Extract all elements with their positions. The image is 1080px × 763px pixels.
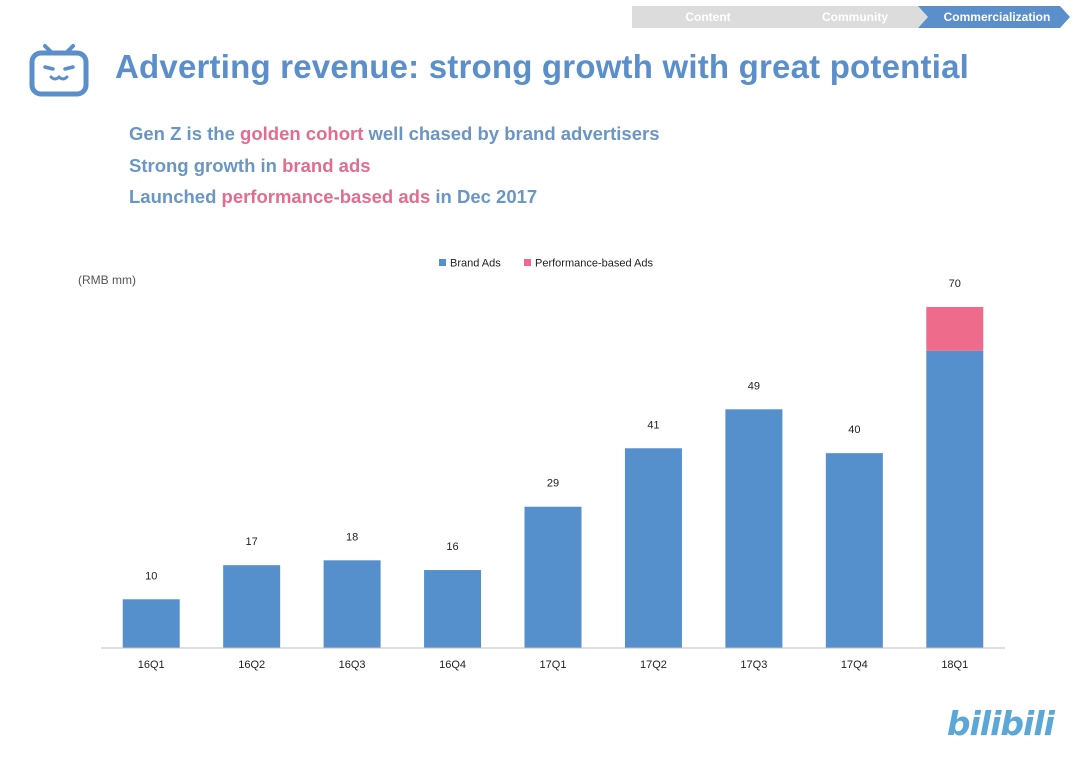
bilibili-logo: bilibili [946,704,1055,743]
bar-brand-ads-17Q3 [725,409,783,648]
bullet-highlight: golden cohort [240,123,364,144]
bar-performance-ads-18Q1 [926,307,984,351]
bullet-item: Strong growth in brand ads [129,154,660,186]
breadcrumb-label: Content [685,10,731,24]
bullet-highlight: brand ads [282,154,371,176]
bar-brand-ads-16Q3 [323,560,381,648]
x-tick-label: 16Q1 [138,659,165,671]
bullet-highlight: performance-based ads [221,186,431,207]
legend-label: Brand Ads [450,258,501,270]
bullet-item: Gen Z is the golden cohort well chased b… [129,122,660,154]
data-label: 18 [346,531,358,543]
x-tick-label: 17Q4 [841,659,868,671]
data-label: 70 [949,278,961,290]
page-title: Adverting revenue: strong growth with gr… [115,48,969,85]
bar-brand-ads-16Q2 [223,565,281,648]
breadcrumb: Content Community Commercialization [632,6,1070,28]
x-tick-label: 16Q4 [439,659,466,671]
x-tick-label: 16Q3 [339,659,366,671]
chart-data-labels: 10 17 18 16 29 41 49 40 70 [145,278,961,582]
data-label: 16 [446,541,458,553]
x-tick-label: 17Q1 [540,659,567,671]
bar-brand-ads-17Q1 [524,506,582,648]
x-tick-label: 16Q2 [238,659,265,671]
breadcrumb-item-community[interactable]: Community [776,6,928,28]
tv-logo-icon [29,44,89,97]
legend-swatch [439,259,446,266]
data-label: 41 [647,419,659,431]
chart-unit-label: (RMB mm) [78,273,136,287]
chart-tick-labels: 16Q1 16Q2 16Q3 16Q4 17Q1 17Q2 17Q3 17Q4 18Q1 [138,659,968,671]
bullet-text: well chased by brand advertisers [363,123,660,144]
bar-brand-ads-18Q1 [926,350,984,648]
x-tick-label: 18Q1 [941,659,968,671]
chart-bars [122,307,984,648]
data-label: 29 [547,478,559,490]
data-label: 40 [848,424,860,436]
bar-brand-ads-16Q1 [122,599,180,648]
bullet-item: Launched performance-based ads in Dec 20… [129,185,660,217]
data-label: 10 [145,570,157,582]
legend-swatch [524,259,531,266]
bullet-text: Strong growth in [129,154,283,176]
chart-legend: Brand Ads Performance-based Ads [439,258,654,270]
breadcrumb-label: Commercialization [943,10,1051,24]
x-tick-label: 17Q3 [740,659,767,671]
bar-brand-ads-17Q4 [825,453,883,648]
breadcrumb-item-commercialization[interactable]: Commercialization [918,6,1070,28]
data-label: 17 [246,536,258,548]
bullet-text: Gen Z is the [129,123,241,144]
breadcrumb-item-content[interactable]: Content [632,6,788,28]
breadcrumb-label: Community [822,10,888,24]
bar-brand-ads-17Q2 [624,448,682,648]
x-tick-label: 17Q2 [640,659,667,671]
bullet-list: Gen Z is the golden cohort well chased b… [129,122,660,217]
bullet-text: Launched [129,186,222,207]
data-label: 49 [748,380,760,392]
legend-label: Performance-based Ads [535,258,654,270]
bullet-text: in Dec 2017 [430,186,538,207]
bar-brand-ads-16Q4 [424,570,482,648]
